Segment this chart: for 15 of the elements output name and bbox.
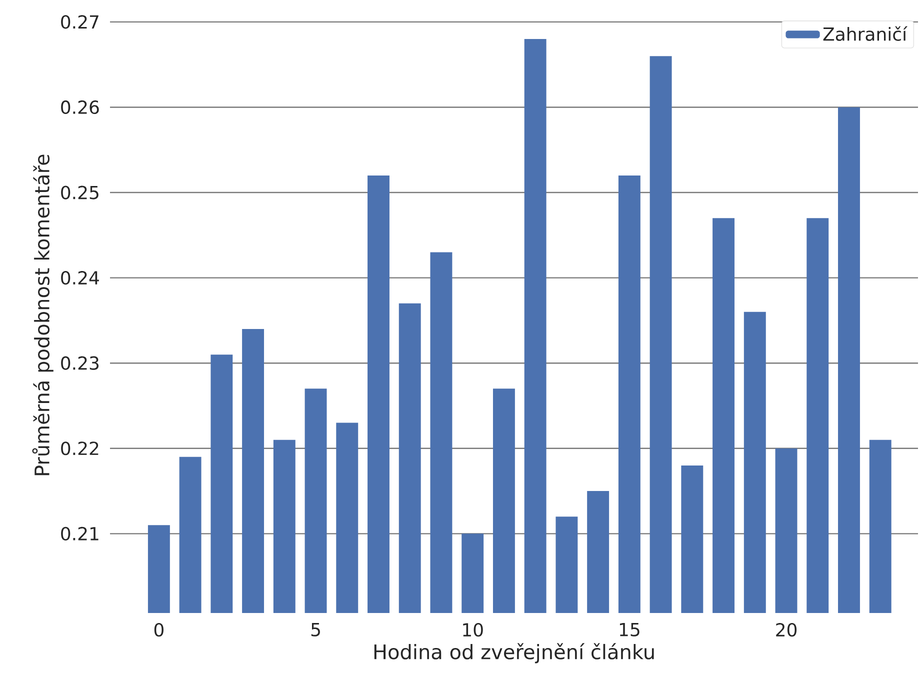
y-tick-label: 0.27 <box>61 15 98 29</box>
y-tick-label: 0.25 <box>61 186 98 200</box>
y-axis-title: Průměrná podobnost komentáře <box>32 154 54 476</box>
x-tick-label: 20 <box>776 623 797 637</box>
legend-label: Zahraničí <box>823 26 908 41</box>
y-tick-label: 0.21 <box>61 526 98 540</box>
x-tick-label: 5 <box>311 623 320 636</box>
y-tick-label: 0.22 <box>61 442 98 456</box>
y-tick-label: 0.24 <box>61 271 99 285</box>
y-tick-label: 0.26 <box>61 100 99 114</box>
x-tick-label: 0 <box>154 623 164 637</box>
x-tick-label: 10 <box>463 623 483 637</box>
x-tick-label: 15 <box>620 623 640 636</box>
y-tick-label: 0.23 <box>61 356 99 370</box>
x-axis-title: Hodina od zveřejnění článku <box>374 643 654 664</box>
